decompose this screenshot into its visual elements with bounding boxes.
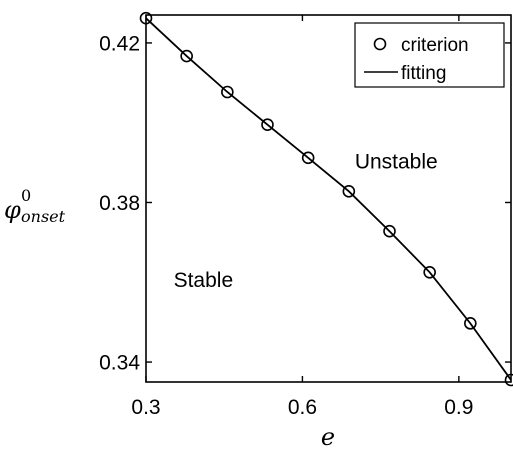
axis-ticks bbox=[145, 15, 511, 382]
legend-label-fitting: fitting bbox=[401, 63, 446, 84]
x-axis-label: e bbox=[321, 423, 335, 451]
y-axis-label-subscript: onset bbox=[21, 207, 66, 226]
x-tick-label: 0.3 bbox=[131, 396, 160, 419]
criterion-point bbox=[261, 118, 274, 132]
legend: criterion fitting bbox=[354, 22, 505, 88]
tick-labels: 0.3 0.6 0.9 0.34 0.38 0.42 bbox=[99, 32, 473, 419]
criterion-point bbox=[221, 85, 234, 99]
legend-box bbox=[354, 22, 505, 88]
annotation-unstable: Unstable bbox=[355, 151, 438, 174]
criterion-point bbox=[180, 49, 193, 63]
y-axis-label-base: φ bbox=[4, 196, 21, 224]
y-axis-label: φ 0 onset bbox=[4, 186, 66, 226]
annotation-stable: Stable bbox=[174, 269, 234, 292]
criterion-point bbox=[301, 151, 315, 165]
x-tick-label: 0.9 bbox=[444, 396, 473, 419]
legend-criterion-marker bbox=[373, 37, 387, 51]
criterion-point bbox=[464, 317, 477, 330]
y-tick-label: 0.34 bbox=[99, 352, 140, 375]
criterion-point bbox=[423, 265, 436, 279]
series-fitting-line bbox=[145, 17, 512, 381]
y-tick-label: 0.42 bbox=[99, 32, 140, 55]
criterion-point bbox=[383, 224, 396, 238]
y-tick-label: 0.38 bbox=[99, 192, 140, 215]
plot-frame bbox=[145, 14, 512, 383]
criterion-point bbox=[342, 185, 356, 198]
y-axis-label-superscript: 0 bbox=[21, 186, 31, 205]
legend-label-criterion: criterion bbox=[401, 35, 469, 56]
x-tick-label: 0.6 bbox=[288, 396, 317, 419]
